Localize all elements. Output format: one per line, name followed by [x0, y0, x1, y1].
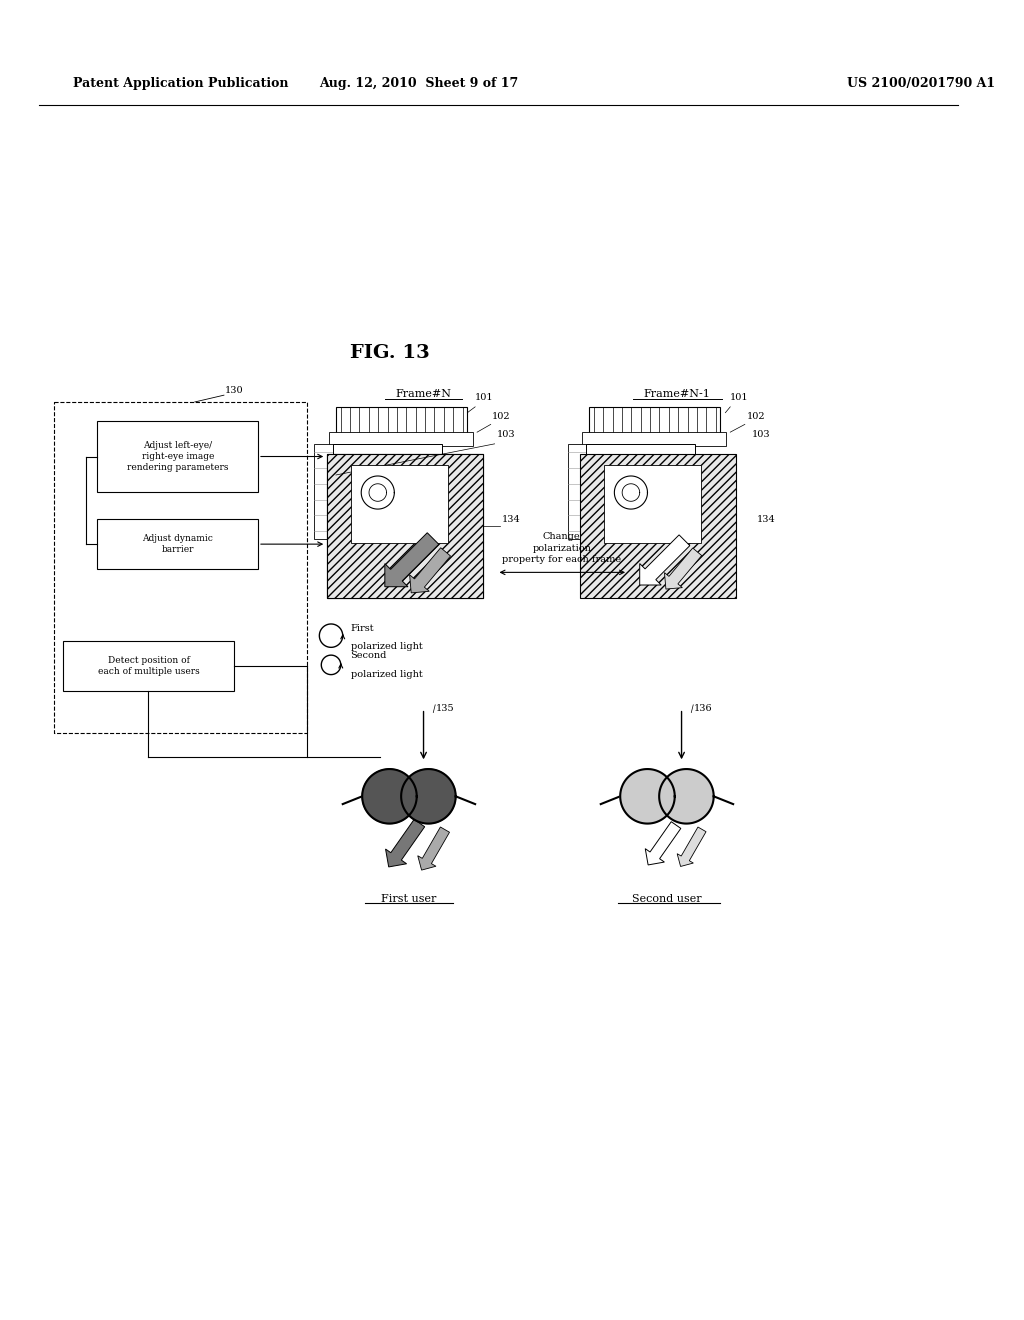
- Text: FIG. 13: FIG. 13: [349, 345, 429, 362]
- Bar: [63, 640, 233, 692]
- Text: Aug. 12, 2010  Sheet 9 of 17: Aug. 12, 2010 Sheet 9 of 17: [319, 77, 518, 90]
- Text: 102: 102: [746, 412, 765, 421]
- Polygon shape: [386, 820, 425, 867]
- Text: 134: 134: [757, 515, 775, 524]
- Bar: [586, 444, 695, 529]
- Text: polarized light: polarized light: [350, 669, 422, 678]
- Bar: [97, 421, 258, 491]
- Text: Second user: Second user: [632, 894, 701, 904]
- Bar: [567, 444, 589, 540]
- Bar: [53, 403, 307, 733]
- Text: Patent Application Publication: Patent Application Publication: [73, 77, 289, 90]
- Text: First user: First user: [381, 894, 436, 904]
- Text: Frame#N-1: Frame#N-1: [643, 389, 710, 399]
- Bar: [583, 432, 726, 446]
- Polygon shape: [410, 548, 451, 593]
- Text: First: First: [350, 624, 374, 632]
- Polygon shape: [645, 822, 681, 865]
- Polygon shape: [418, 828, 450, 870]
- Text: 130: 130: [224, 387, 243, 395]
- Bar: [314, 444, 336, 540]
- Text: Change
polarization
property for each frame: Change polarization property for each fr…: [502, 532, 622, 564]
- Text: US 2100/0201790 A1: US 2100/0201790 A1: [847, 77, 995, 90]
- Text: 103: 103: [497, 430, 515, 440]
- Bar: [581, 454, 736, 598]
- Circle shape: [401, 770, 456, 824]
- Circle shape: [659, 770, 714, 824]
- Text: 101: 101: [475, 393, 494, 403]
- Bar: [350, 465, 447, 543]
- Text: Frame#N: Frame#N: [395, 389, 452, 399]
- Bar: [336, 407, 467, 434]
- Text: Adjust left-eye/
right-eye image
rendering parameters: Adjust left-eye/ right-eye image renderi…: [127, 441, 228, 473]
- Polygon shape: [640, 535, 690, 585]
- Circle shape: [362, 770, 417, 824]
- Text: Second: Second: [350, 651, 387, 660]
- Text: 103: 103: [752, 430, 770, 440]
- Circle shape: [621, 770, 675, 824]
- Bar: [97, 519, 258, 569]
- Bar: [327, 454, 483, 598]
- Text: polarized light: polarized light: [350, 643, 422, 652]
- Text: Detect position of
each of multiple users: Detect position of each of multiple user…: [97, 656, 200, 676]
- Text: 101: 101: [730, 393, 749, 403]
- Text: Adjust dynamic
barrier: Adjust dynamic barrier: [142, 533, 213, 554]
- Bar: [329, 432, 473, 446]
- Bar: [604, 465, 701, 543]
- Text: 135: 135: [436, 704, 455, 713]
- Text: 134: 134: [502, 515, 520, 524]
- Polygon shape: [677, 828, 706, 866]
- Polygon shape: [385, 533, 439, 586]
- Text: 102: 102: [492, 412, 510, 421]
- Polygon shape: [665, 548, 701, 589]
- Text: 136: 136: [694, 704, 713, 713]
- Bar: [333, 444, 442, 529]
- Bar: [327, 454, 483, 598]
- Bar: [589, 407, 721, 434]
